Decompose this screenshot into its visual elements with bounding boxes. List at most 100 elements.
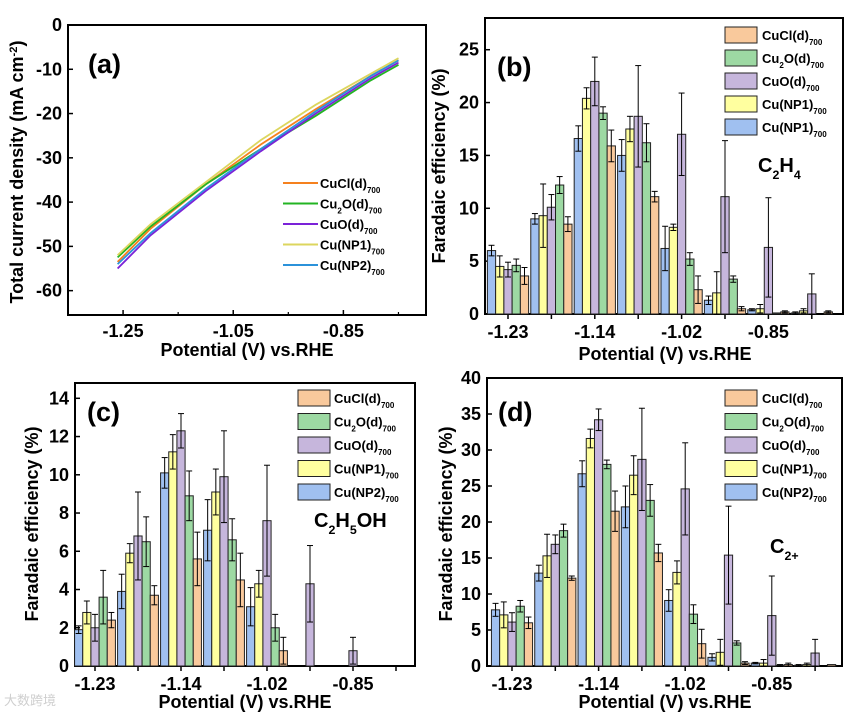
y-axis-title: Faradaic efficiency (%): [429, 68, 449, 263]
bar-NP1: [168, 451, 178, 667]
y-tick-label: -10: [36, 59, 62, 79]
bar-CuCl: [606, 145, 616, 315]
legend-label: Cu(NP1)700: [334, 462, 399, 481]
bar-NP1: [211, 491, 221, 667]
legend-label: CuCl(d)700: [762, 28, 823, 47]
legend-swatch-CuCl: [297, 389, 331, 407]
legend-label: CuCl(d)700: [762, 391, 823, 410]
bar-CuO: [176, 430, 186, 667]
y-tick-label: 0: [469, 304, 479, 324]
legend-swatch-CuO: [297, 436, 331, 454]
bar-CuCl: [563, 223, 573, 315]
bar-NP2: [573, 138, 583, 315]
bar-NP2: [534, 572, 544, 667]
y-tick-label: 10: [459, 198, 479, 218]
series-line-NP1: [116, 57, 399, 256]
bar-CuCl: [650, 196, 660, 315]
panel-label: (b): [497, 52, 531, 82]
legend-label: CuO(d)700: [334, 438, 392, 457]
y-tick-label: 10: [49, 465, 69, 485]
bar-Cu2O: [555, 184, 565, 315]
bar-Cu2O: [645, 499, 655, 667]
y-tick-label: 25: [461, 476, 481, 496]
legend-swatch-NP1: [724, 460, 758, 477]
bar-NP2: [577, 473, 587, 667]
y-tick-label: 30: [461, 440, 481, 460]
product-label: C2+: [770, 536, 799, 563]
x-tick-label: -1.02: [665, 674, 706, 694]
x-tick-label: -0.85: [748, 322, 789, 342]
panel-label: (d): [498, 397, 532, 427]
bar-Cu2O: [515, 605, 525, 667]
legend-label: CuO(d)700: [320, 217, 378, 236]
y-tick-label: 0: [471, 656, 481, 676]
bar-CuO: [546, 206, 557, 315]
legend-label: Cu(NP1)700: [762, 97, 827, 116]
x-tick-label: -0.85: [332, 674, 373, 694]
legend-swatch-NP1: [724, 95, 758, 113]
bar-CuCl: [523, 622, 534, 667]
product-label: C2H5OH: [314, 510, 387, 537]
y-axis-title: Faradaic efficiency (%): [22, 426, 42, 621]
y-tick-label: -20: [36, 104, 62, 124]
x-tick-label: -1.23: [491, 674, 532, 694]
y-tick-label: 14: [49, 388, 69, 408]
bar-NP1: [625, 128, 635, 315]
bar-Cu2O: [558, 530, 569, 667]
bar-Cu2O: [602, 463, 612, 667]
legend-label: Cu(NP2)700: [320, 258, 385, 277]
watermark: 大数跨境: [4, 694, 57, 709]
legend-label: Cu(NP1)700: [762, 462, 827, 481]
y-tick-label: 0: [52, 15, 62, 35]
y-tick-label: 10: [461, 584, 481, 604]
legend-swatch-Cu2O: [297, 413, 331, 430]
y-tick-label: 6: [59, 541, 69, 561]
bar-Cu2O: [772, 312, 782, 315]
legend-label: Cu2O(d)700: [762, 415, 824, 434]
x-axis-title: Potential (V) vs.RHE: [578, 692, 751, 712]
x-axis-title: Potential (V) vs.RHE: [158, 692, 331, 712]
bar-CuO: [590, 80, 600, 315]
x-tick-label: -1.25: [103, 321, 144, 341]
series-line-NP2: [116, 59, 399, 265]
y-tick-label: -40: [36, 192, 62, 212]
bar-CuO: [550, 543, 560, 667]
y-tick-label: 40: [461, 368, 481, 388]
legend-label: Cu(NP2)700: [334, 485, 399, 504]
series-line-CuO: [116, 61, 399, 270]
bar-CuCl: [149, 594, 159, 667]
bar-NP1: [668, 226, 678, 315]
bar-NP2: [160, 472, 170, 667]
legend-label: Cu(NP1)700: [762, 120, 827, 139]
legend-label: CuCl(d)700: [320, 176, 381, 195]
y-axis-title: Faradaic efficiency (%): [436, 426, 456, 621]
panel-b: 0 5 10 15 20 25 -1.23 -1.14 -1.02 -0.85 CuCl(d)700…: [429, 17, 844, 364]
bar-Cu2O: [598, 112, 608, 315]
legend-swatch-CuCl: [724, 389, 758, 407]
product-label: C2H4: [758, 155, 801, 182]
y-tick-label: 8: [59, 503, 69, 523]
legend-swatch-CuO: [724, 72, 758, 90]
legend-label: Cu2O(d)700: [320, 197, 382, 216]
x-tick-label: -1.23: [74, 674, 115, 694]
y-tick-label: 15: [461, 548, 481, 568]
panel-d: 0 5 10 15 20 25 30 35 40 -1.23 -1.14 -1.02 -0.85 CuCl…: [436, 368, 843, 712]
bar-NP2: [486, 250, 497, 315]
bar-Cu2O: [641, 142, 652, 315]
legend-swatch-Cu2O: [724, 413, 758, 430]
panel-a: 0 -10 -20 -30 -40 -50 -60 -1.25 -1.05 -0.85 CuCl(d…: [7, 15, 427, 360]
bar-NP2: [490, 609, 501, 667]
legend-label: Cu(NP1)700: [320, 238, 385, 257]
bar-NP1: [629, 474, 639, 667]
bar-CuO: [593, 419, 604, 667]
legend-label: Cu(NP2)700: [762, 485, 827, 504]
legend-swatch-NP2: [297, 483, 331, 501]
y-tick-label: 20: [461, 512, 481, 532]
bar-Cu2O: [732, 642, 742, 667]
legend-swatch-CuO: [724, 436, 758, 454]
legend-label: CuO(d)700: [762, 438, 820, 457]
legend-swatch-NP2: [724, 118, 758, 136]
x-axis-title: Potential (V) vs.RHE: [160, 340, 333, 360]
y-tick-label: 2: [59, 618, 69, 638]
